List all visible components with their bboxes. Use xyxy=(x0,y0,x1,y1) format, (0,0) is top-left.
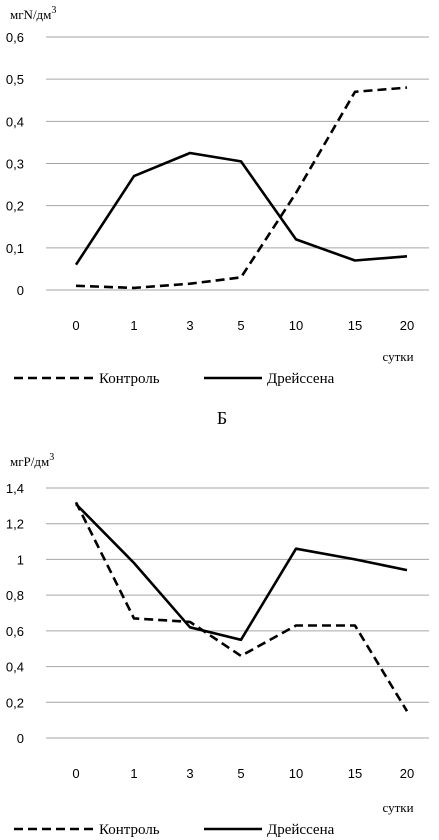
panel-label: Б xyxy=(217,408,227,428)
series-line-2 xyxy=(74,151,408,266)
series-line-1 xyxy=(74,501,409,712)
x-tick-label: 5 xyxy=(237,318,244,333)
x-tick-label: 1 xyxy=(130,766,137,781)
x-tick-label: 10 xyxy=(289,766,303,781)
y-tick-label: 0,6 xyxy=(6,30,24,45)
legend-label: Контроль xyxy=(99,822,160,838)
y-tick-label: 0,2 xyxy=(6,199,24,214)
x-tick-label: 20 xyxy=(400,766,414,781)
series-line-1 xyxy=(75,86,408,290)
x-tick-label: 3 xyxy=(186,766,193,781)
y-tick-label: 0,5 xyxy=(6,72,24,87)
x-axis-label: сутки xyxy=(382,349,413,364)
chart-1: 0 0,1 0,2 0,3 0,4 0,5 0,6 0 1 3 5 10 15 20 мгN/дм3 сутк… xyxy=(6,5,429,387)
legend-label: Контроль xyxy=(99,371,160,387)
x-tick-label: 15 xyxy=(348,318,362,333)
y-tick-label: 1,2 xyxy=(6,517,24,532)
x-tick-label: 3 xyxy=(186,318,193,333)
y-tick-label: 0,2 xyxy=(6,695,24,710)
x-tick-label: 0 xyxy=(72,318,79,333)
y-axis-label: мгР/дм3 xyxy=(10,452,54,469)
x-tick-label: 20 xyxy=(400,318,414,333)
y-tick-label: 0,4 xyxy=(6,660,24,675)
x-axis-label: сутки xyxy=(382,800,413,815)
x-tick-label: 1 xyxy=(130,318,137,333)
y-tick-label: 0,4 xyxy=(6,114,24,129)
y-tick-label: 1,4 xyxy=(6,481,24,496)
legend: Контроль Дрейссена xyxy=(14,371,335,387)
series-line-2 xyxy=(75,503,408,642)
y-tick-label: 0,3 xyxy=(6,157,24,172)
x-tick-label: 0 xyxy=(72,766,79,781)
legend-label: Дрейссена xyxy=(267,822,335,838)
x-tick-label: 5 xyxy=(237,766,244,781)
x-tick-label: 10 xyxy=(289,318,303,333)
legend-label: Дрейссена xyxy=(267,371,335,387)
y-tick-label: 0 xyxy=(17,283,24,298)
y-tick-label: 1 xyxy=(17,552,24,567)
y-tick-label: 0,6 xyxy=(6,624,24,639)
y-tick-label: 0 xyxy=(17,731,24,746)
y-tick-label: 0,8 xyxy=(6,588,24,603)
chart-2: 0 0,2 0,4 0,6 0,8 1 1,2 1,4 0 1 3 5 10 15 20 мгР/дм3 сут… xyxy=(6,452,429,838)
y-axis-label: мгN/дм3 xyxy=(10,5,56,22)
y-tick-label: 0,1 xyxy=(6,241,24,256)
x-tick-label: 15 xyxy=(348,766,362,781)
legend: Контроль Дрейссена xyxy=(14,822,335,838)
